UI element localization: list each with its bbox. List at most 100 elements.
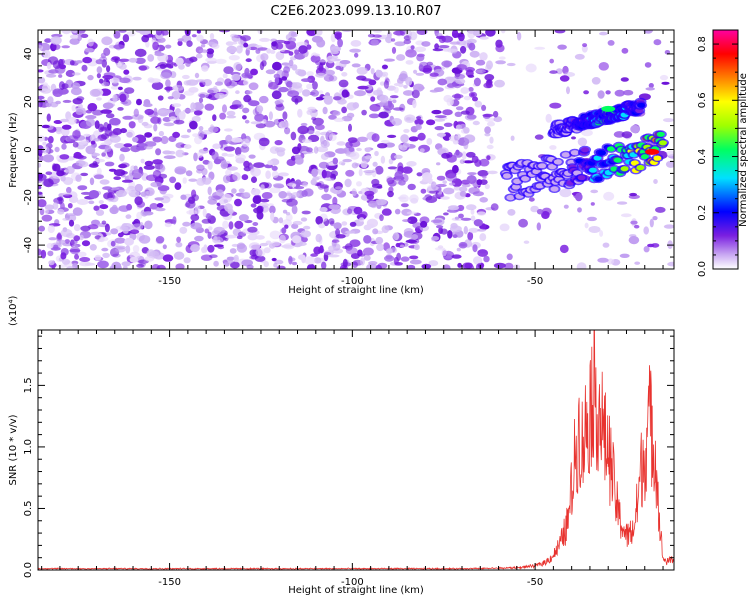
noise-blob [183, 144, 192, 150]
noise-blob [198, 49, 209, 53]
noise-blob [487, 170, 498, 175]
noise-blob [202, 177, 212, 185]
noise-blob [322, 106, 328, 115]
noise-blob [117, 107, 124, 111]
noise-blob [73, 235, 80, 242]
noise-blob [310, 89, 319, 97]
noise-blob [477, 170, 489, 177]
noise-blob [643, 30, 653, 34]
noise-blob [183, 108, 195, 113]
noise-blob [274, 39, 287, 44]
noise-blob [199, 93, 206, 98]
noise-blob [366, 218, 378, 228]
noise-blob [152, 136, 163, 143]
noise-blob [193, 152, 198, 162]
noise-blob [473, 256, 483, 265]
noise-blob [414, 244, 420, 251]
noise-blob [284, 224, 289, 229]
noise-blob [436, 183, 447, 188]
colorbar-axis: 0.0 0.2 0.4 0.6 0.8 [697, 29, 739, 277]
noise-blob [599, 31, 608, 36]
noise-blob [446, 83, 456, 88]
noise-blob [416, 54, 425, 62]
noise-blob [651, 243, 660, 248]
noise-blob [536, 222, 541, 231]
noise-blob [328, 114, 337, 120]
noise-blob [68, 196, 79, 203]
noise-blob [222, 174, 231, 184]
noise-blob [150, 181, 163, 188]
noise-blob [383, 58, 395, 62]
noise-blob [140, 191, 147, 197]
noise-blob [434, 126, 445, 131]
noise-blob [477, 228, 486, 232]
noise-blob [278, 191, 288, 199]
noise-blob [402, 90, 415, 96]
noise-blob [375, 264, 383, 269]
noise-blob [269, 187, 281, 194]
noise-blob [260, 53, 269, 61]
noise-blob [295, 68, 304, 76]
noise-blob [112, 94, 118, 103]
noise-blob [224, 78, 232, 87]
noise-blob [223, 199, 228, 204]
noise-blob [46, 242, 54, 249]
noise-blob [566, 86, 570, 95]
noise-blob [164, 86, 174, 91]
noise-blob [344, 178, 352, 188]
noise-blob [459, 191, 467, 197]
noise-blob [418, 64, 424, 72]
noise-blob [61, 30, 72, 35]
noise-blob [432, 48, 444, 52]
noise-blob [235, 154, 246, 161]
noise-blob [446, 48, 458, 53]
noise-blob [58, 74, 63, 78]
noise-blob [143, 145, 153, 150]
noise-blob [374, 150, 379, 157]
signal-blob [594, 176, 603, 182]
noise-blob [243, 42, 249, 48]
noise-blob [180, 134, 190, 139]
noise-blob [453, 151, 463, 158]
noise-blob [63, 177, 74, 185]
noise-blob [482, 175, 487, 179]
noise-blob [575, 192, 583, 202]
noise-blob [483, 255, 490, 263]
noise-blob [629, 192, 637, 197]
noise-blob [620, 213, 632, 218]
noise-blob [102, 252, 110, 258]
noise-blob [150, 116, 161, 124]
noise-blob [173, 251, 185, 260]
noise-blob [643, 226, 649, 235]
noise-blob [590, 202, 595, 206]
noise-blob [180, 194, 187, 200]
noise-blob [332, 110, 341, 116]
signal-blob [513, 178, 522, 184]
noise-blob [545, 113, 552, 123]
noise-blob [498, 56, 506, 60]
noise-blob [61, 143, 67, 150]
noise-blob [250, 203, 257, 208]
snr-line [38, 330, 674, 570]
noise-blob [118, 77, 131, 84]
noise-blob [621, 131, 633, 139]
noise-blob [453, 186, 461, 191]
colorbar-tick-label: 0.2 [697, 205, 708, 221]
noise-blob [65, 69, 76, 78]
noise-blob [157, 95, 164, 101]
noise-blob [476, 211, 486, 216]
noise-blob [155, 236, 165, 244]
noise-blob [182, 177, 187, 184]
noise-blob [198, 97, 204, 103]
noise-blob [345, 230, 356, 234]
noise-blob [207, 160, 213, 170]
noise-blob [75, 60, 83, 64]
noise-blob [159, 63, 167, 69]
noise-blob [311, 168, 318, 177]
noise-blob [349, 221, 357, 227]
noise-blob [146, 249, 156, 258]
noise-blob [460, 110, 470, 115]
noise-blob [663, 224, 674, 229]
noise-blob [443, 122, 453, 128]
noise-blob [248, 242, 261, 250]
